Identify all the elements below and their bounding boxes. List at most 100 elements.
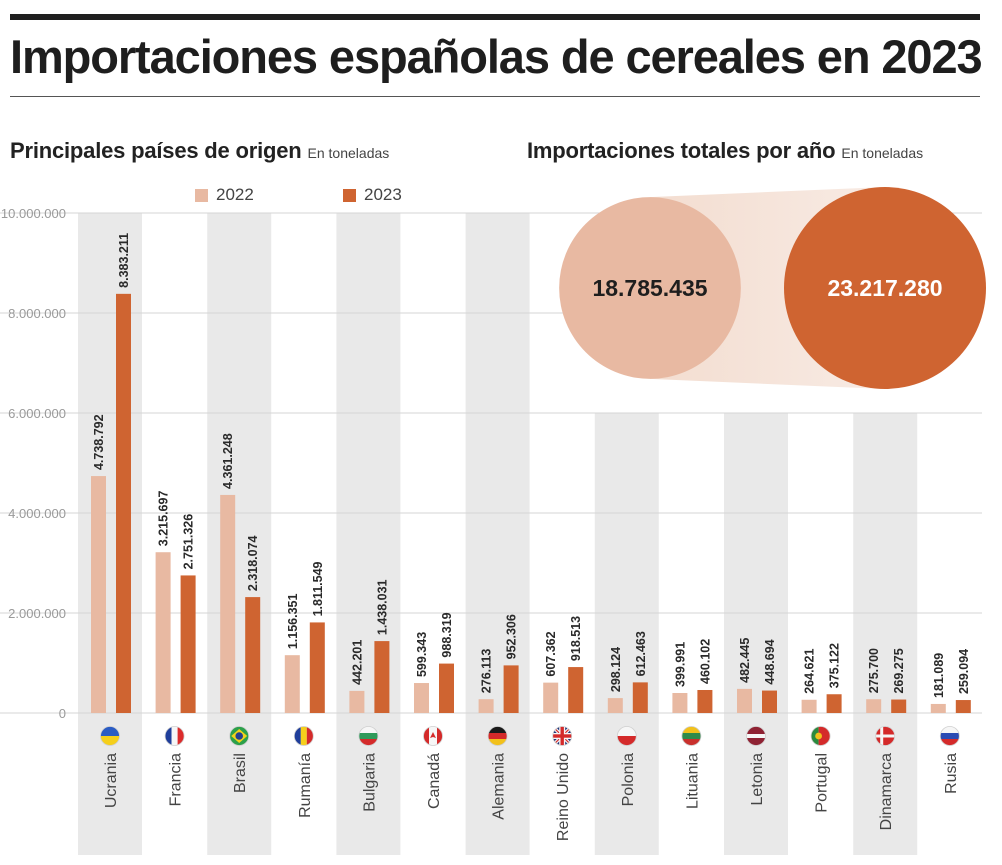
totals-title: Importaciones totales por año xyxy=(527,138,836,163)
bar-2023-francia xyxy=(180,575,196,713)
flag-outline xyxy=(681,726,702,746)
value-label-2022: 482.445 xyxy=(738,638,752,683)
flag-part xyxy=(358,726,378,733)
value-label-2023: 448.694 xyxy=(763,639,777,684)
flag-part xyxy=(746,738,766,746)
flag-part xyxy=(437,726,443,746)
column-stripe xyxy=(724,413,788,855)
bar-2023-letonia xyxy=(762,690,777,713)
total-circle-2023 xyxy=(784,187,986,389)
bar-2022-francia xyxy=(155,552,171,713)
category-label-brasil: Brasil xyxy=(232,753,249,793)
flag-body xyxy=(165,726,185,746)
value-label-2022: 298.124 xyxy=(609,647,623,692)
value-label-2023: 1.811.549 xyxy=(311,561,325,616)
bar-2022-dinamarca xyxy=(866,699,882,713)
flag-body xyxy=(811,726,831,746)
bar-2022-letonia xyxy=(737,688,752,713)
column-stripe xyxy=(78,213,142,855)
flag-body xyxy=(746,726,766,746)
value-label-2023: 952.306 xyxy=(505,614,519,659)
ukraine-flag-icon xyxy=(100,726,120,746)
flag-part xyxy=(100,736,120,746)
portugal-flag-icon xyxy=(810,726,831,746)
flag-outline xyxy=(487,726,508,746)
legend-swatch-2022 xyxy=(195,188,208,202)
category-label-rusia: Rusia xyxy=(943,753,960,794)
flag-body xyxy=(488,726,508,746)
value-label-2022: 1.156.351 xyxy=(286,594,300,650)
value-label-2022: 276.113 xyxy=(480,649,494,694)
flag-part xyxy=(306,726,314,746)
flag-part xyxy=(940,726,960,733)
flag-part xyxy=(300,726,307,746)
column-stripe xyxy=(207,213,272,855)
bar-2022-canada xyxy=(414,683,429,713)
category-label-portugal: Portugal xyxy=(814,753,831,813)
flag-part xyxy=(940,739,960,746)
category-label-rumania: Rumanía xyxy=(297,753,314,818)
totals-unit: En toneladas xyxy=(841,145,924,161)
uk-flag-icon xyxy=(552,726,573,746)
legend-item-2022: 2022 xyxy=(195,184,254,206)
flag-part xyxy=(681,739,701,746)
flag-part xyxy=(746,734,766,738)
category-label-letonia: Letonia xyxy=(749,753,766,806)
flag-body xyxy=(423,726,443,746)
poland-flag-icon xyxy=(616,726,637,746)
flag-body xyxy=(294,726,314,746)
category-label-reino-unido: Reino Unido xyxy=(555,753,572,841)
bar-chart-title: Principales países de origen xyxy=(10,138,302,163)
flag-part xyxy=(617,726,637,736)
value-label-2022: 4.738.792 xyxy=(92,414,106,470)
value-label-2022: 607.362 xyxy=(544,631,558,676)
flag-part xyxy=(940,733,960,739)
value-label-2022: 264.621 xyxy=(803,649,817,694)
bar-2022-bulgaria xyxy=(349,690,365,713)
bar-2023-rumania xyxy=(309,622,325,713)
bar-2022-ucrania xyxy=(91,476,106,713)
flag-part xyxy=(617,736,637,746)
flag-part xyxy=(818,726,831,746)
total-value-2022: 18.785.435 xyxy=(592,275,707,301)
flag-part xyxy=(294,726,301,746)
flag-body xyxy=(681,726,701,746)
latvia-flag-icon xyxy=(746,726,766,746)
flag-part xyxy=(811,726,819,746)
legend-item-2023: 2023 xyxy=(343,184,402,206)
value-label-2023: 2.318.074 xyxy=(246,535,260,591)
column-stripe xyxy=(853,413,918,855)
flag-outline xyxy=(616,726,637,746)
y-tick-label: 8.000.000 xyxy=(8,306,66,321)
flag-body xyxy=(229,726,249,746)
germany-flag-icon xyxy=(487,726,508,746)
flag-outline xyxy=(293,726,314,746)
bar-2022-rusia xyxy=(930,703,946,713)
legend-label-2023: 2023 xyxy=(364,185,402,204)
value-label-2023: 988.319 xyxy=(440,612,454,657)
y-tick-label: 10.000.000 xyxy=(1,206,66,221)
denmark-flag-icon xyxy=(875,726,896,746)
flag-part xyxy=(358,733,378,739)
flag-part xyxy=(488,726,508,733)
flag-part xyxy=(681,726,701,733)
y-tick-label: 2.000.000 xyxy=(8,606,66,621)
bar-2023-ucrania xyxy=(116,293,131,713)
bar-2023-brasil xyxy=(245,597,261,713)
bar-2023-rusia xyxy=(955,700,971,713)
flag-outline xyxy=(164,726,185,746)
flag-part xyxy=(552,734,572,738)
bar-2023-dinamarca xyxy=(891,699,907,713)
flag-part xyxy=(100,726,120,736)
flag-part xyxy=(488,733,508,739)
flag-part xyxy=(746,726,766,734)
bar-chart-unit: En toneladas xyxy=(307,145,390,161)
flag-outline xyxy=(746,726,766,746)
flag-part xyxy=(815,732,822,740)
bar-2022-polonia xyxy=(607,698,623,713)
category-label-bulgaria: Bulgaria xyxy=(361,753,378,812)
column-stripe xyxy=(594,413,659,855)
flag-body xyxy=(875,726,895,746)
flag-outline xyxy=(875,726,896,746)
bar-2023-portugal xyxy=(826,694,842,713)
